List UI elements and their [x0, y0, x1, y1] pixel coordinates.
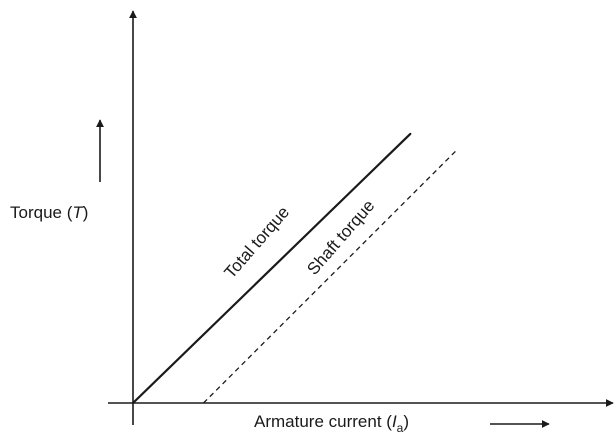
- y-axis-label-main: Torque (: [10, 203, 73, 222]
- x-axis-label-symbol: I: [392, 412, 397, 431]
- x-axis-label-subscript: a: [397, 421, 404, 435]
- total-torque-label: Total torque: [221, 203, 294, 283]
- x-axis-label: Armature current (Ia): [254, 412, 409, 435]
- y-axis-label-close: ): [83, 203, 89, 222]
- y-axis-label: Torque (T): [10, 203, 88, 222]
- shaft-torque-line: [203, 149, 458, 404]
- total-torque-line: [131, 132, 412, 405]
- x-axis-label-close: ): [403, 412, 409, 431]
- x-axis-label-main: Armature current (: [254, 412, 392, 431]
- y-axis-label-symbol: T: [72, 203, 84, 222]
